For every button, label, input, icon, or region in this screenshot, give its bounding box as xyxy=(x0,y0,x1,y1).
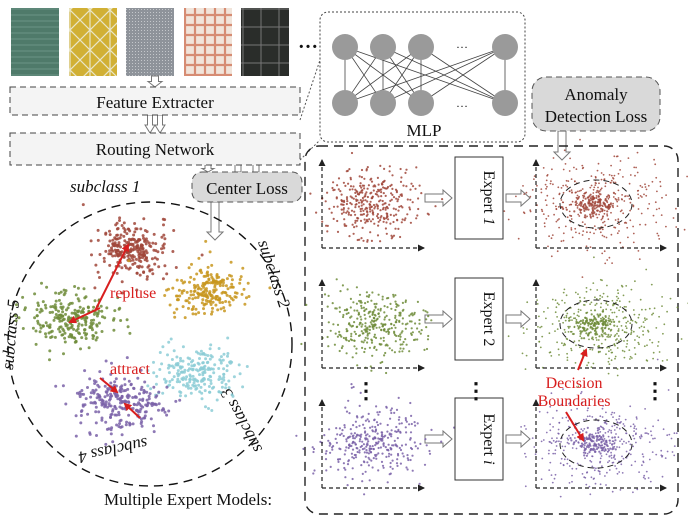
fabric-texture-4 xyxy=(184,8,232,76)
subclass-3-label: subclass 3 xyxy=(216,385,266,456)
mlp-block: … … MLP xyxy=(299,11,526,161)
expert-2-label: Expert 2 xyxy=(480,292,497,347)
anomaly-loss-line2: Detection Loss xyxy=(545,107,647,126)
ellipsis-left: ⋮ xyxy=(355,378,377,403)
routing-network-label: Routing Network xyxy=(96,140,215,159)
anomaly-loss-box xyxy=(531,76,661,132)
mlp-label: MLP xyxy=(407,121,442,140)
fabric-texture-5 xyxy=(241,8,289,76)
decision-boundary xyxy=(559,299,633,349)
decision-boundary xyxy=(559,179,633,229)
texture-strip: … xyxy=(11,8,318,76)
attract-label: attract xyxy=(110,361,151,378)
decision-arrow-down xyxy=(565,411,585,442)
ellipsis-right: ⋮ xyxy=(644,378,666,403)
hollow-arrow-icon xyxy=(146,75,164,88)
repulse-arrow-up xyxy=(94,243,129,312)
fabric-texture-1 xyxy=(11,8,59,76)
feature-extractor-box xyxy=(9,86,301,116)
mlp-node-bottom-1 xyxy=(332,90,358,116)
hollow-arrow-icon xyxy=(505,309,531,329)
expert-2-box xyxy=(454,277,504,361)
mlp-bottom-ellipsis: … xyxy=(456,96,468,110)
hollow-arrow-icon xyxy=(505,429,531,449)
decision-label-line2: Boundaries xyxy=(538,393,611,410)
expert-row-3 xyxy=(295,358,678,498)
anomaly-loss-line1: Anomaly xyxy=(564,85,628,104)
center-loss-label: Center Loss xyxy=(206,179,288,198)
decision-boundary xyxy=(559,419,633,469)
mlp-node-top-4 xyxy=(492,34,518,60)
subclass-5-label: subclass 5 xyxy=(0,299,23,371)
subclass-2-label: subclass 2 xyxy=(254,237,294,310)
mlp-top-ellipsis: … xyxy=(456,37,468,51)
subclass-4-label: subclass 4 xyxy=(76,434,149,467)
mlp-node-top-2 xyxy=(370,34,396,60)
hollow-arrow-icon xyxy=(144,114,156,134)
decision-label-line1: Decision xyxy=(546,375,603,392)
expert-panel xyxy=(304,145,679,515)
attract-arrow-1 xyxy=(99,377,119,394)
hollow-arrow-icon xyxy=(154,114,166,134)
hollow-arrow-icon xyxy=(424,188,453,208)
fabric-texture-3 xyxy=(126,8,174,76)
mlp-node-bottom-3 xyxy=(408,90,434,116)
expert-1-box xyxy=(454,156,504,240)
mlp-node-top-3 xyxy=(408,34,434,60)
hollow-arrow-icon xyxy=(205,201,225,241)
hollow-arrow-icon xyxy=(200,164,216,173)
feature-extractor-label: Feature Extracter xyxy=(96,93,214,112)
texture-ellipsis: … xyxy=(298,31,318,53)
decision-arrow-up xyxy=(577,348,588,371)
subclass-circle xyxy=(7,201,293,487)
expert-i-label: Expert i xyxy=(480,413,497,464)
center-loss-box xyxy=(191,171,303,203)
mlp-node-bottom-4 xyxy=(492,90,518,116)
footer-label: Multiple Expert Models: xyxy=(104,490,272,509)
mlp-node-bottom-2 xyxy=(370,90,396,116)
attract-arrow-2 xyxy=(123,402,141,419)
fabric-texture-2 xyxy=(69,8,117,76)
ellipsis-middle: ⋮ xyxy=(465,378,487,403)
subclass-1-label: subclass 1 xyxy=(70,177,140,196)
expert-i-box xyxy=(454,397,504,481)
expert-row-1 xyxy=(309,138,688,278)
hollow-arrow-icon xyxy=(424,309,453,329)
hollow-arrow-icon xyxy=(424,429,453,449)
routing-network-box xyxy=(9,132,301,166)
expert-1-label: Expert 1 xyxy=(480,171,497,226)
expert-row-2 xyxy=(300,256,688,388)
mlp-node-top-1 xyxy=(332,34,358,60)
repulse-label: repluse xyxy=(110,285,156,302)
